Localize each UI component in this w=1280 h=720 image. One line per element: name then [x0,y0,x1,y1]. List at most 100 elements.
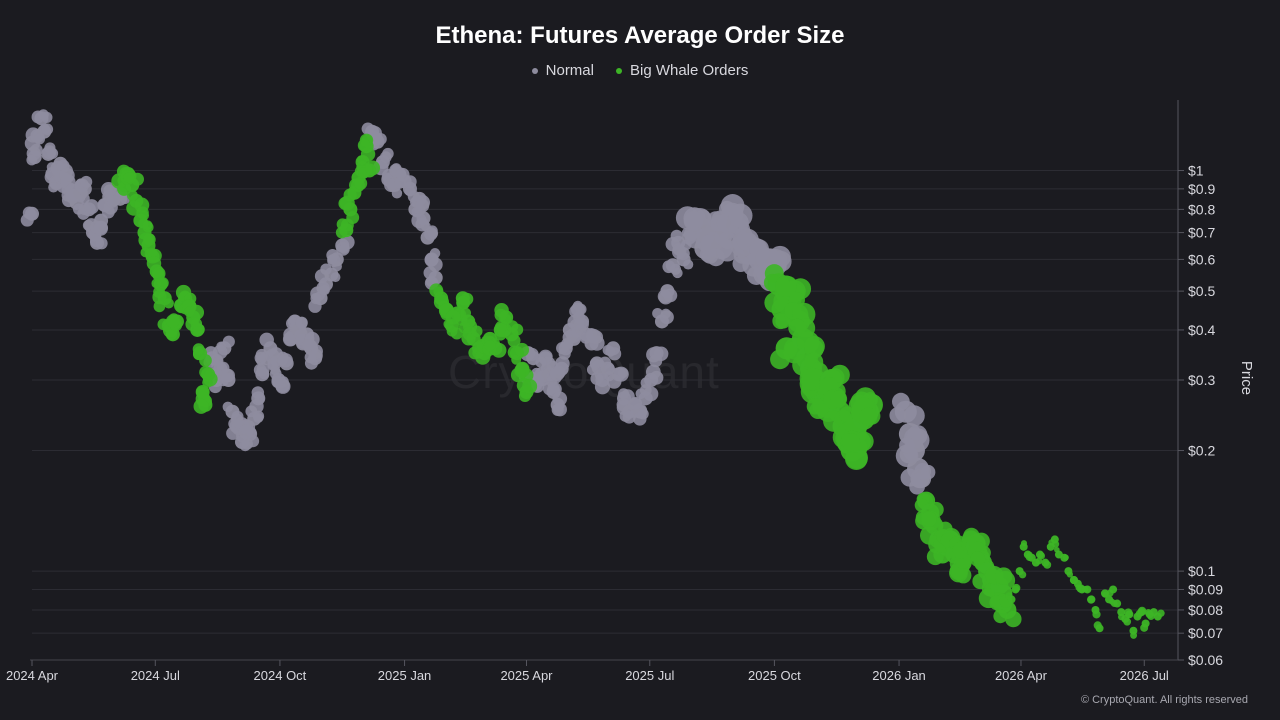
y-tick-label: $0.09 [1188,581,1223,597]
data-point-blob [123,172,135,184]
legend-swatch-big-whale-orders [615,67,622,74]
data-point-blob [994,567,1013,585]
data-point-blob [1140,623,1149,632]
data-point-blob [507,334,521,348]
data-point-blob [1123,608,1133,617]
data-point-blob [153,300,166,313]
data-point-blob [278,353,293,368]
series-normal [20,109,936,495]
data-point-blob [1005,610,1022,628]
data-point-blob [1081,586,1089,593]
data-point-blob [93,221,109,236]
data-point-blob [394,176,406,189]
data-points [20,109,1165,639]
data-point-blob [657,289,672,304]
x-tick-label: 2026 Apr [995,668,1048,683]
data-point-blob [1054,546,1060,553]
data-point-blob [391,188,403,199]
data-point-blob [41,123,54,136]
data-point-blob [258,368,270,380]
data-point-blob [775,275,797,298]
data-point-blob [1012,583,1021,593]
series-big-whale-orders [111,133,1165,639]
data-point-blob [415,198,430,213]
data-point-blob [304,351,317,364]
data-point-blob [769,245,791,268]
y-tick-label: $0.08 [1188,602,1223,618]
data-point-blob [1093,621,1102,630]
data-point-blob [259,332,274,348]
data-point-blob [586,328,601,344]
x-tick-label: 2026 Jul [1120,668,1169,683]
data-point-blob [339,243,350,254]
data-point-blob [403,175,417,189]
data-point-blob [629,396,643,410]
y-tick-label: $0.2 [1188,443,1215,459]
y-tick-label: $0.3 [1188,372,1215,388]
data-point-blob [426,225,438,237]
data-point-blob [357,139,371,152]
data-point-blob [460,307,472,319]
data-point-blob [193,398,209,414]
x-tick-label: 2024 Jul [131,668,180,683]
data-point-blob [683,210,704,231]
legend-label-big-whale-orders: Big Whale Orders [629,62,749,79]
data-point[interactable] [1117,608,1126,617]
y-tick-label: $0.9 [1188,181,1215,197]
legend-item-big-whale-orders[interactable]: Big Whale Orders [615,62,749,79]
data-point-blob [343,188,357,202]
data-point-blob [1066,571,1074,578]
data-point-blob [707,248,725,267]
y-tick-label: $1 [1188,163,1204,179]
data-point-blob [336,218,349,231]
data-point-blob [152,289,167,305]
data-point-blob [1025,553,1034,561]
data-point-blob [433,286,444,297]
data-point-blob [522,378,538,394]
data-point-blob [379,151,392,164]
data-point-blob [903,405,925,427]
data-point-blob [1086,595,1096,604]
data-point-blob [80,175,93,188]
data-point-blob [163,298,174,309]
data-point-blob [151,278,162,289]
x-tick-label: 2025 Oct [748,668,801,683]
data-point-blob [649,354,663,368]
data-point-blob [921,511,937,527]
data-point-blob [659,310,674,325]
data-point-blob [1062,554,1069,561]
data-point-blob [484,340,496,352]
data-point-blob [84,199,100,215]
data-point-blob [1106,589,1114,597]
data-point-blob [138,210,150,221]
data-point-blob [192,326,203,337]
data-point-blob [1035,557,1043,565]
data-point-blob [606,374,622,389]
legend-item-normal[interactable]: Normal [531,62,594,79]
x-tick-label: 2025 Jul [625,668,674,683]
data-point-blob [226,426,240,440]
data-point-blob [605,346,616,357]
y-tick-label: $0.7 [1188,225,1215,241]
data-point-blob [575,323,587,336]
y-tick-label: $0.07 [1188,625,1223,641]
data-point-blob [804,335,825,357]
data-point-blob [993,609,1008,624]
copyright-footer: © CryptoQuant. All rights reserved [1080,694,1248,706]
data-point-blob [920,464,936,480]
data-point-blob [830,390,848,408]
data-point-blob [199,365,212,379]
data-point-blob [770,349,790,370]
data-point-blob [1147,612,1155,620]
data-point-blob [1137,606,1147,616]
data-point-blob [251,386,265,399]
data-point-blob [859,407,878,426]
x-tick-label: 2024 Apr [6,668,59,683]
data-point-blob [41,111,53,123]
data-point-blob [165,314,180,329]
data-point-blob [842,433,861,452]
data-point-blob [199,354,212,367]
data-point-blob [131,172,144,186]
y-tick-label: $0.1 [1188,563,1215,579]
data-point-blob [320,263,332,275]
